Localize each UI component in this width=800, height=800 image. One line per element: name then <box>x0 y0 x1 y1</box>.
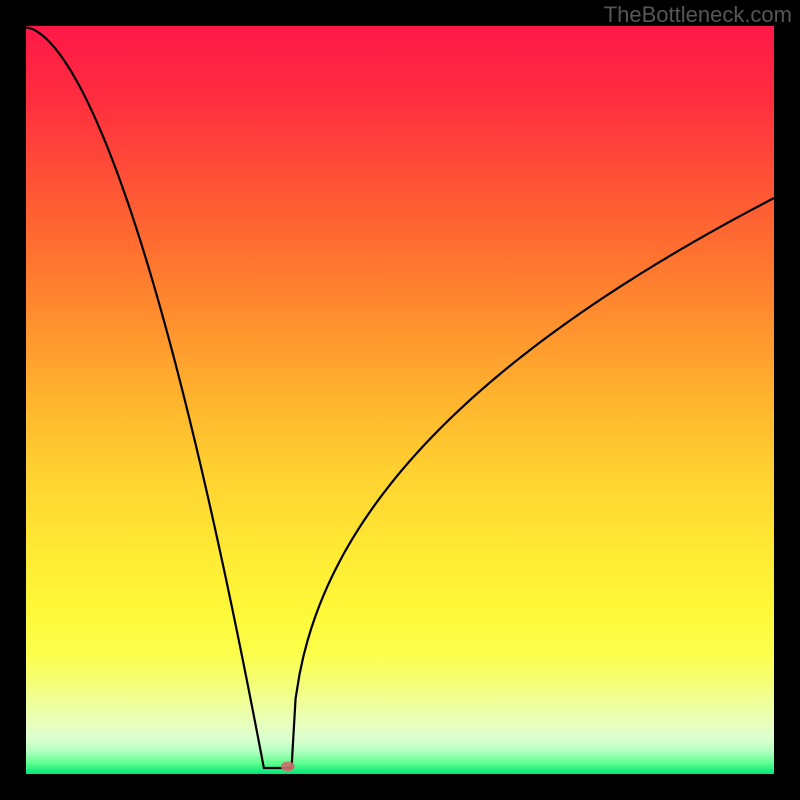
plot-area <box>26 26 774 774</box>
bottleneck-chart: TheBottleneck.com <box>0 0 800 800</box>
chart-svg <box>0 0 800 800</box>
marker-dot <box>281 762 295 772</box>
watermark-text: TheBottleneck.com <box>604 2 792 28</box>
